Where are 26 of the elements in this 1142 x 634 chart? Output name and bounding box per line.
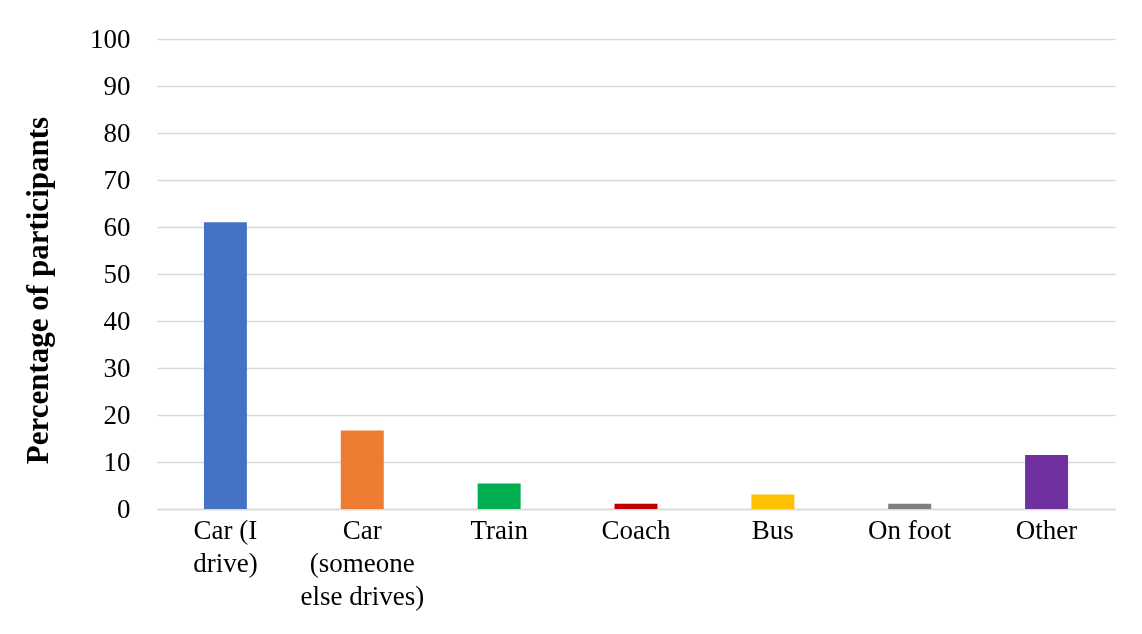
y-tick-label: 90: [103, 70, 131, 101]
y-tick-label: 30: [103, 352, 131, 383]
x-tick-label: Bus: [751, 514, 794, 545]
bar: [340, 430, 384, 509]
y-tick-label: 40: [103, 305, 131, 336]
y-tick-label: 0: [117, 493, 131, 524]
x-tick-label: Coach: [601, 514, 671, 545]
y-tick-label: 70: [103, 164, 131, 195]
bar: [477, 483, 521, 509]
bar: [203, 222, 247, 509]
x-tick-label: Car (someone else drives): [300, 514, 425, 611]
bar: [888, 503, 932, 509]
y-axis-title: Percentage of participants: [19, 116, 55, 465]
bar: [751, 494, 795, 509]
x-tick-label: Other: [1015, 514, 1078, 545]
y-tick-label: 80: [103, 117, 131, 148]
y-tick-label: 100: [90, 23, 131, 54]
y-tick-label: 20: [103, 399, 131, 430]
x-tick-label: On foot: [868, 514, 952, 545]
bar: [1025, 454, 1069, 509]
bar: [614, 503, 658, 509]
y-tick-label: 60: [103, 211, 131, 242]
y-tick-label: 50: [103, 258, 131, 289]
x-tick-label: Car (I drive): [193, 514, 258, 578]
x-tick-label: Train: [470, 514, 529, 545]
y-tick-label: 10: [103, 446, 131, 477]
